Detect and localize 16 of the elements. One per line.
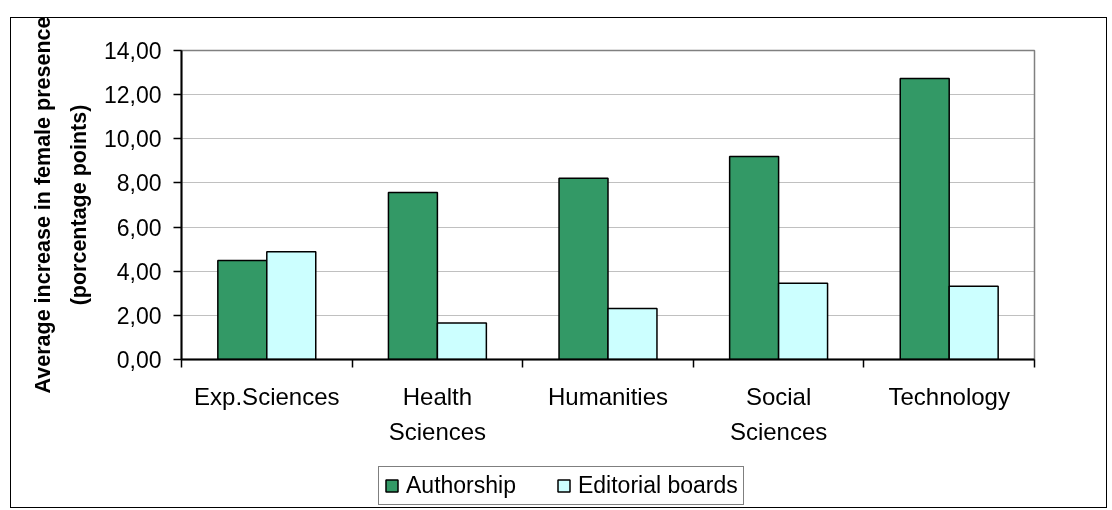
x-tick-label: Humanities [547,382,669,410]
y-tick-label: 8,00 [116,170,162,197]
y-tick-label: 2,00 [116,302,162,329]
x-tick-label: Exp.Sciences [194,382,340,410]
y-axis-title: Average increase in female presence (porcentage points) [30,16,91,394]
y-tick-label: 0,00 [116,347,162,373]
y-tick-label: 4,00 [116,258,162,285]
legend-label: Editorial boards [577,472,738,499]
x-tick-label: Social Sciences [729,382,828,445]
legend-label: Authorship [406,472,516,499]
y-tick-label: 6,00 [116,214,162,241]
y-tick-label: 10,00 [103,126,162,153]
y-tick-label: 12,00 [103,82,162,109]
y-tick-label: 14,00 [103,38,162,64]
x-tick-label: Health Sciences [388,382,487,445]
x-tick-label: Technology [888,382,1010,410]
